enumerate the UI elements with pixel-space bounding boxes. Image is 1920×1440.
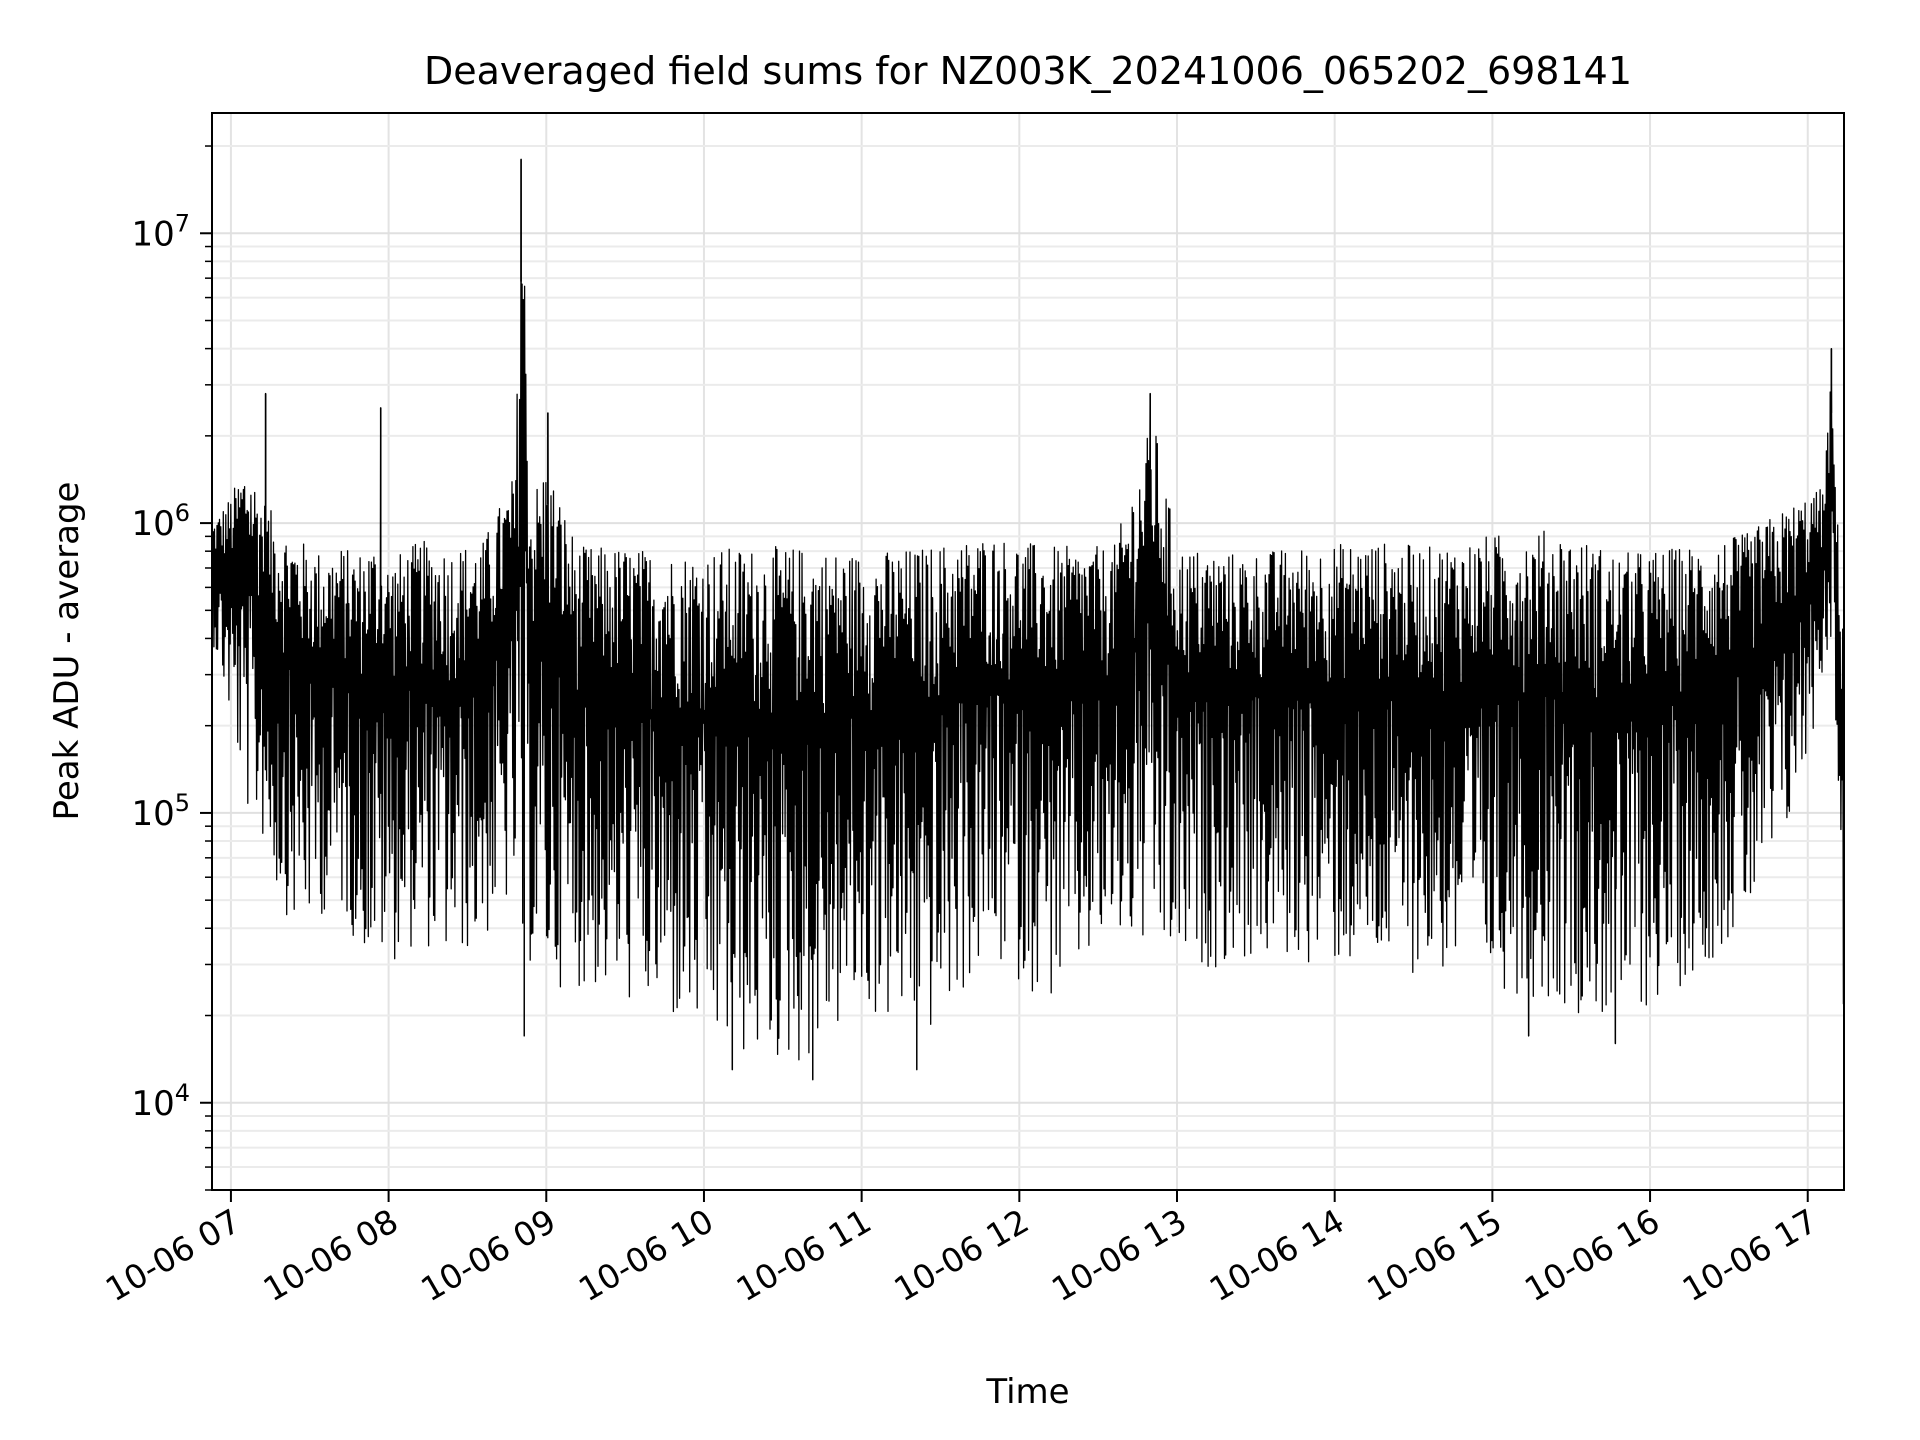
- chart-title: Deaveraged field sums for NZ003K_2024100…: [424, 49, 1632, 93]
- series-line: [211, 158, 1845, 1139]
- y-tick-label: 106: [131, 499, 190, 544]
- y-tick-label: 107: [131, 209, 190, 254]
- y-tick-label: 105: [131, 789, 190, 834]
- y-axis-label: Peak ADU - average: [47, 482, 87, 821]
- x-axis-label: Time: [985, 1372, 1069, 1412]
- plot-frame: [211, 112, 1845, 1191]
- y-tick-label: 104: [131, 1079, 190, 1124]
- y-axis: 104 105 106 107: [131, 145, 212, 1191]
